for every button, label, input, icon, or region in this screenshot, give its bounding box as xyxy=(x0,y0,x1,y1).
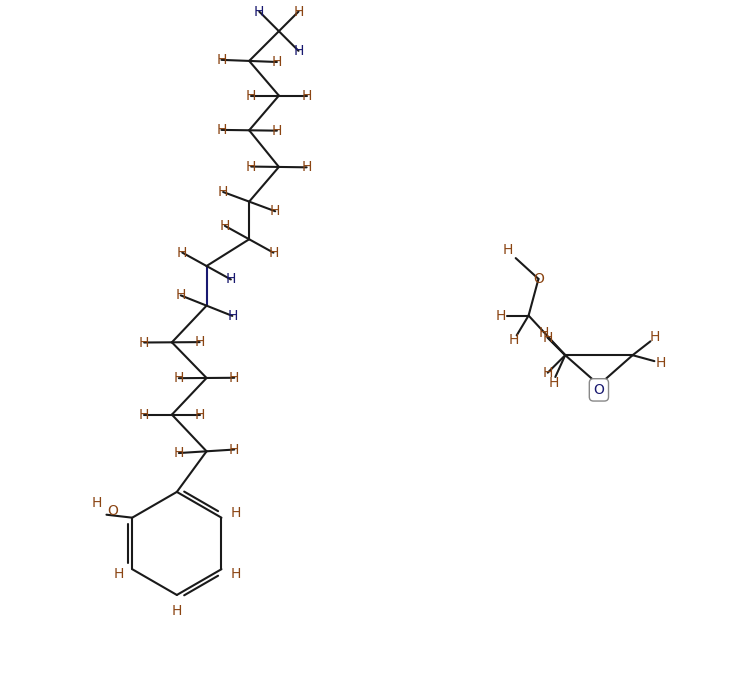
Text: H: H xyxy=(172,604,182,618)
Text: H: H xyxy=(174,371,184,385)
Text: H: H xyxy=(650,330,659,345)
Text: H: H xyxy=(268,246,279,260)
Text: H: H xyxy=(270,204,280,218)
Text: H: H xyxy=(174,446,184,460)
Text: H: H xyxy=(216,123,226,137)
Text: H: H xyxy=(229,371,239,385)
Text: H: H xyxy=(538,326,548,341)
Text: H: H xyxy=(509,333,519,347)
Text: H: H xyxy=(246,89,256,103)
Text: H: H xyxy=(272,124,282,137)
Text: H: H xyxy=(216,53,226,67)
Text: H: H xyxy=(220,219,230,233)
Text: H: H xyxy=(542,330,553,345)
Text: O: O xyxy=(107,504,118,518)
Text: H: H xyxy=(293,44,304,58)
Text: O: O xyxy=(533,272,544,286)
Text: H: H xyxy=(496,309,506,322)
Text: H: H xyxy=(503,243,513,257)
Text: H: H xyxy=(272,55,282,69)
Text: H: H xyxy=(194,335,205,349)
Text: H: H xyxy=(230,567,241,581)
Text: H: H xyxy=(139,408,149,422)
Text: H: H xyxy=(542,366,553,380)
Text: H: H xyxy=(177,246,188,259)
Text: H: H xyxy=(246,160,256,173)
Text: H: H xyxy=(176,288,186,303)
Text: O: O xyxy=(593,383,604,397)
Text: H: H xyxy=(293,5,304,18)
Text: H: H xyxy=(302,89,312,103)
Text: H: H xyxy=(230,506,241,520)
Text: H: H xyxy=(113,567,124,581)
Text: H: H xyxy=(92,496,102,510)
Text: H: H xyxy=(218,185,228,199)
Text: H: H xyxy=(254,5,265,18)
Text: H: H xyxy=(226,272,236,286)
Text: H: H xyxy=(302,160,312,174)
Text: H: H xyxy=(139,336,149,349)
Text: H: H xyxy=(227,309,238,323)
Text: H: H xyxy=(194,408,205,422)
Text: H: H xyxy=(229,443,239,456)
Text: H: H xyxy=(548,376,559,390)
Text: H: H xyxy=(656,356,665,370)
